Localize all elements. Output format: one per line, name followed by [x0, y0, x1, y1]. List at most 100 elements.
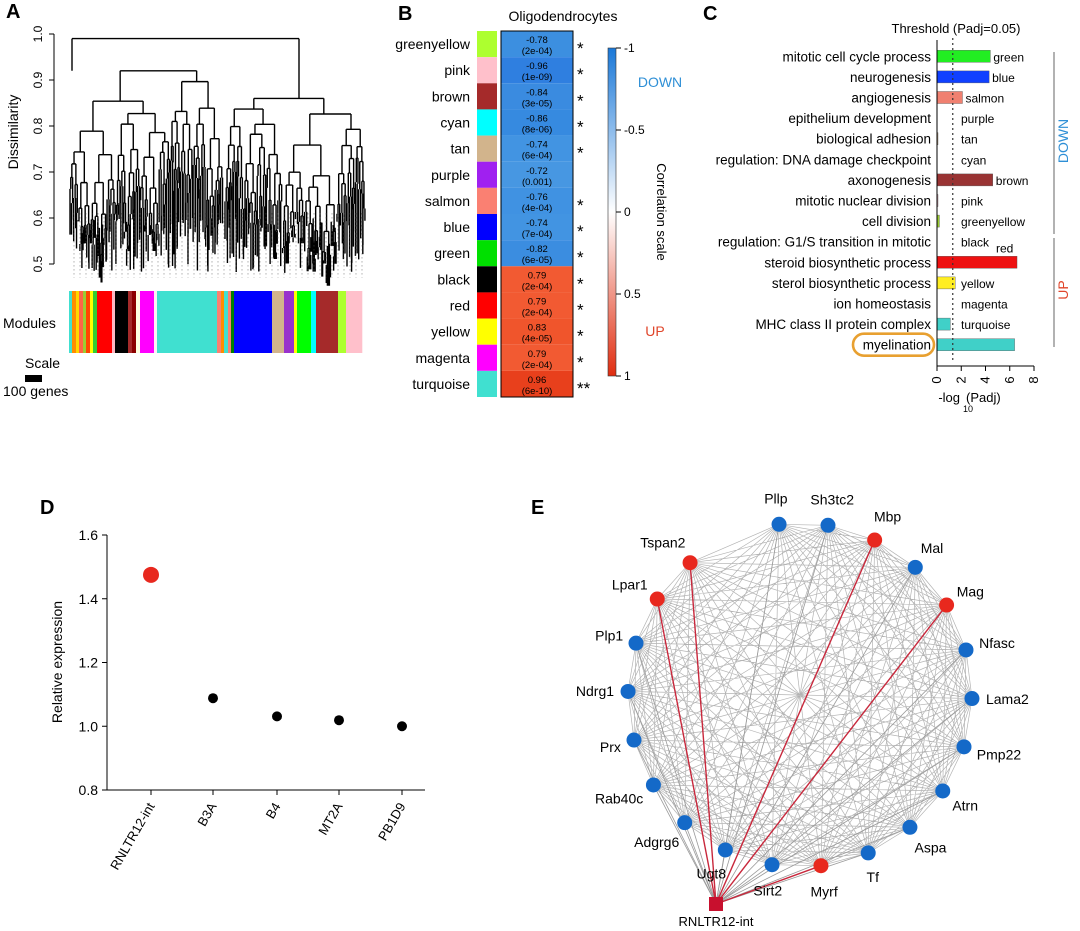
d-xtick-label: B4: [263, 800, 284, 821]
module-tag: brown: [996, 174, 1029, 188]
module-swatch: [477, 240, 497, 267]
correlation-value: -0.96: [526, 61, 548, 72]
d-xtick-label: PB1D9: [375, 800, 409, 843]
hub-edge: [653, 784, 717, 905]
module-tag: greenyellow: [961, 215, 1025, 229]
go-term-label: axonogenesis: [848, 173, 932, 188]
gene-node: [958, 642, 974, 658]
p-value: (3e-05): [522, 98, 553, 109]
correlation-value: -0.84: [526, 87, 548, 98]
network-edges: [627, 523, 973, 867]
hub-edge-highlight: [715, 865, 822, 905]
gene-label: Mal: [921, 540, 944, 556]
p-value: (8e-06): [522, 125, 553, 136]
significance-mark: **: [577, 379, 591, 398]
gene-label: Ndrg1: [576, 683, 614, 699]
module-swatch: [477, 109, 497, 136]
go-term-label: angiogenesis: [851, 91, 931, 106]
enrichment-bar: [936, 317, 951, 331]
correlation-value: -0.86: [526, 114, 548, 125]
module-swatch: [477, 31, 497, 58]
go-term-label: regulation: DNA damage checkpoint: [716, 152, 932, 167]
module-segment: [69, 291, 73, 353]
significance-mark: *: [577, 301, 584, 320]
gene-label: Aspa: [915, 839, 947, 855]
gene-node: [939, 597, 955, 613]
hub-edge: [635, 643, 717, 905]
gene-label: Sh3tc2: [810, 492, 854, 508]
heatmap-cell: [501, 187, 573, 214]
gene-label: Atrn: [952, 797, 978, 813]
hub-edge: [715, 698, 973, 905]
correlation-value: -0.76: [526, 192, 548, 203]
significance-mark: *: [577, 91, 584, 110]
enrichment-bar: [936, 91, 963, 104]
go-term-label: cell division: [862, 214, 931, 229]
module-swatch: [477, 57, 497, 84]
module-swatch: [477, 135, 497, 162]
gene-label: Tf: [867, 869, 880, 885]
module-segment: [79, 291, 84, 353]
correlation-value: -0.78: [526, 35, 548, 46]
correlation-value: -0.74: [526, 140, 548, 151]
hub-edge: [715, 790, 943, 905]
module-tag: yellow: [961, 277, 995, 291]
module-name: greenyellow: [395, 36, 471, 52]
panel-c-enrichment: Threshold (Padj=0.05) mitotic cell cycle…: [716, 21, 1071, 414]
go-term-label: biological adhesion: [816, 132, 931, 147]
gene-node: [820, 517, 836, 533]
enrichment-bar: [936, 256, 1018, 269]
module-segment: [97, 291, 113, 353]
correlation-value: 0.96: [528, 375, 547, 386]
module-name: yellow: [431, 324, 471, 340]
enrichment-bar: [936, 173, 993, 187]
gene-node: [867, 532, 883, 548]
module-tag: black: [961, 236, 990, 250]
panel-label-c: C: [703, 3, 717, 25]
p-value: (0.001): [522, 177, 552, 188]
heatmap-cell: [501, 214, 573, 241]
panel-e-network: Pllp Sh3tc2 Mbp Mal Mag Nfasc Lama2 Pmp22 Atrn As…: [576, 490, 1029, 929]
panel-label-e: E: [531, 497, 544, 519]
module-swatch: [477, 318, 497, 345]
module-name: turquoise: [412, 376, 470, 392]
gene-label: Rab40c: [595, 791, 643, 807]
c-xlabel-sub: 10: [963, 404, 973, 414]
gene-node: [935, 783, 951, 799]
dendrogram-tree: [69, 37, 366, 286]
module-segment: [228, 291, 232, 353]
d-xtick-label: MT2A: [315, 800, 345, 838]
module-segment: [140, 291, 155, 353]
p-value: (6e-10): [522, 386, 553, 397]
a-ylabel: Dissimilarity: [5, 95, 21, 170]
c-down-label: DOWN: [1055, 119, 1071, 163]
go-term-label: MHC class II protein complex: [755, 317, 931, 332]
module-swatch: [477, 344, 497, 371]
gene-label: Sirt2: [753, 882, 782, 898]
module-swatch: [477, 266, 497, 293]
colorbar-tick-label: -0.5: [624, 123, 645, 137]
module-tag: pink: [961, 195, 984, 209]
module-name: cyan: [440, 115, 470, 131]
hub-edge-highlight: [689, 562, 717, 905]
heatmap-cell: [501, 266, 573, 293]
scale-bar: [25, 375, 42, 382]
gene-node: [620, 683, 636, 699]
hub-edges: [627, 524, 973, 905]
module-swatch: [477, 161, 497, 188]
module-tag: salmon: [965, 92, 1004, 106]
heatmap-cell: [501, 31, 573, 58]
threshold-label: Threshold (Padj=0.05): [892, 21, 1021, 36]
module-name: green: [434, 245, 470, 261]
module-segment: [294, 291, 298, 353]
p-value: (4e-04): [522, 203, 553, 214]
gene-node: [964, 691, 980, 707]
modules-label: Modules: [3, 315, 56, 331]
module-segment: [217, 291, 222, 353]
expression-point: [208, 693, 218, 704]
a-ytick-label: 0.5: [31, 255, 45, 272]
p-value: (2e-04): [522, 46, 553, 57]
expression-point: [334, 715, 344, 726]
b-down-label: DOWN: [638, 74, 682, 90]
module-tag: turquoise: [961, 318, 1011, 332]
